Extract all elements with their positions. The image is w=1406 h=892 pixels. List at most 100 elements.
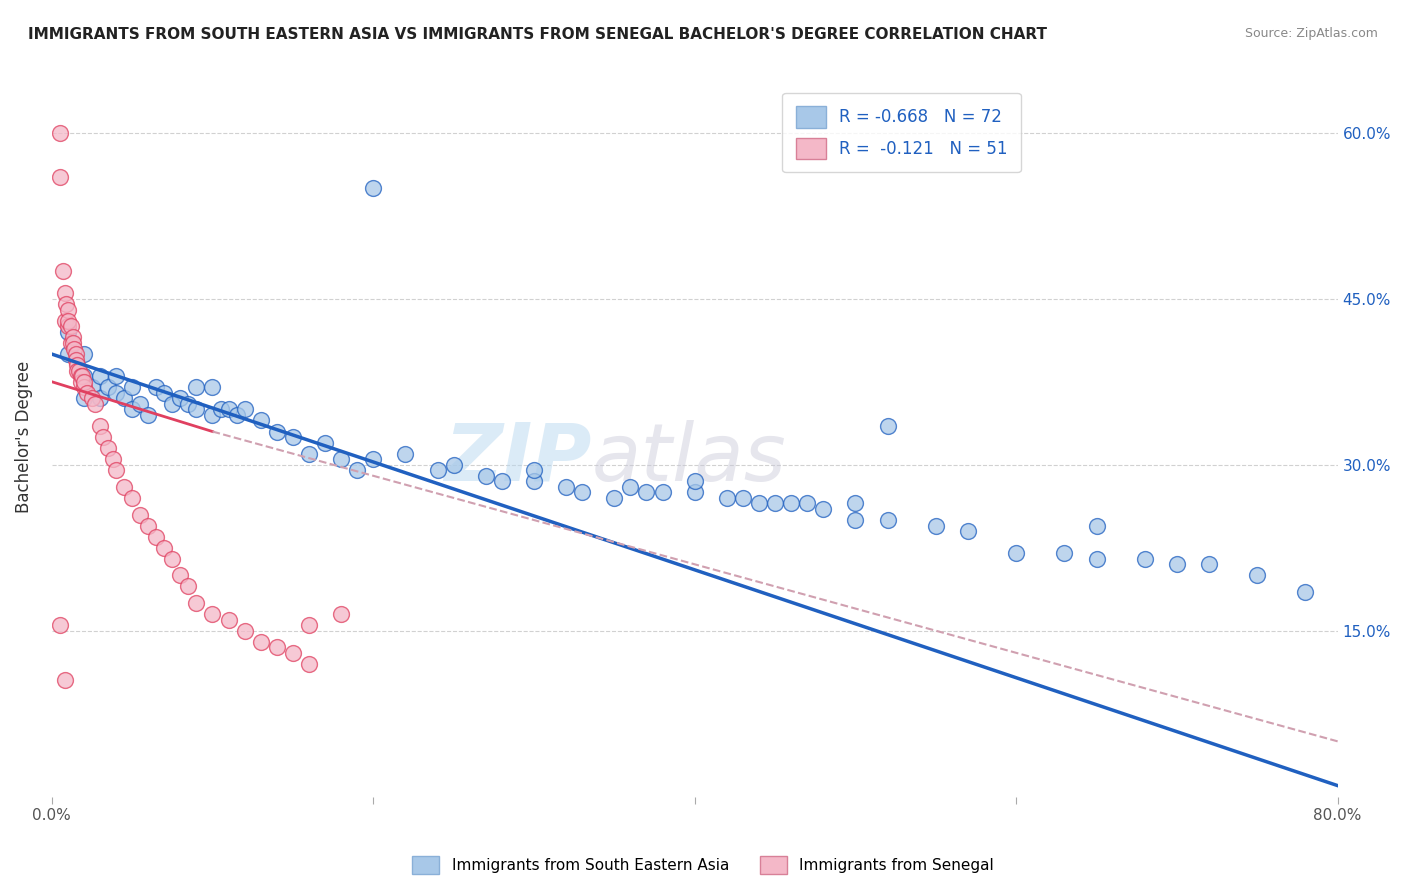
Point [136,518,159,533]
Point [97,380,120,394]
Point [53,286,76,301]
Point [52,264,75,278]
Point [53,673,76,688]
Point [426,463,449,477]
Point [121,380,143,394]
Text: ZIP: ZIP [444,419,592,498]
Point [813,502,835,516]
Point [89,392,111,406]
Point [49,126,72,140]
Point [201,380,224,394]
Point [73,375,96,389]
Point [636,485,658,500]
Point [101,452,124,467]
Point [249,413,271,427]
Point [330,452,353,467]
Point [491,475,513,489]
Point [1085,518,1108,533]
Point [780,496,803,510]
Point [65,347,87,361]
Point [844,496,866,510]
Point [73,380,96,394]
Point [1166,558,1188,572]
Text: IMMIGRANTS FROM SOUTH EASTERN ASIA VS IMMIGRANTS FROM SENEGAL BACHELOR'S DEGREE : IMMIGRANTS FROM SOUTH EASTERN ASIA VS IM… [28,27,1047,42]
Point [169,392,191,406]
Point [121,491,143,505]
Point [80,380,103,394]
Point [763,496,786,510]
Legend: R = -0.668   N = 72, R =  -0.121   N = 51: R = -0.668 N = 72, R = -0.121 N = 51 [782,93,1021,172]
Point [186,402,208,417]
Point [209,402,232,417]
Point [121,402,143,417]
Point [233,402,256,417]
Point [56,325,79,339]
Point [361,181,384,195]
Point [89,369,111,384]
Point [145,530,167,544]
Point [249,634,271,648]
Point [394,447,416,461]
Point [62,336,84,351]
Point [153,541,176,555]
Point [1053,546,1076,560]
Point [346,463,368,477]
Point [298,618,321,632]
Point [56,347,79,361]
Point [97,441,120,455]
Point [55,297,77,311]
Point [1133,551,1156,566]
Point [683,475,706,489]
Point [523,475,546,489]
Point [474,468,496,483]
Point [62,330,84,344]
Point [72,369,94,384]
Point [105,385,128,400]
Point [796,496,818,510]
Legend: Immigrants from South Eastern Asia, Immigrants from Senegal: Immigrants from South Eastern Asia, Immi… [406,850,1000,880]
Point [201,607,224,621]
Point [330,607,353,621]
Point [73,369,96,384]
Point [186,380,208,394]
Point [298,657,321,671]
Point [731,491,754,505]
Point [60,336,83,351]
Point [76,385,98,400]
Point [69,375,91,389]
Point [748,496,770,510]
Point [129,508,152,522]
Point [63,342,86,356]
Point [314,435,336,450]
Point [136,408,159,422]
Point [571,485,593,500]
Point [153,385,176,400]
Point [1295,585,1317,599]
Point [56,302,79,317]
Y-axis label: Bachelor's Degree: Bachelor's Degree [15,361,32,513]
Point [53,314,76,328]
Point [683,485,706,500]
Point [361,452,384,467]
Point [651,485,673,500]
Point [162,397,184,411]
Point [91,430,114,444]
Point [225,408,247,422]
Point [1246,568,1268,582]
Point [844,513,866,527]
Point [233,624,256,638]
Point [60,319,83,334]
Point [281,430,304,444]
Point [201,408,224,422]
Point [56,319,79,334]
Point [523,463,546,477]
Point [67,364,90,378]
Point [716,491,738,505]
Point [112,392,135,406]
Point [69,369,91,384]
Point [145,380,167,394]
Point [162,551,184,566]
Point [186,596,208,610]
Point [112,480,135,494]
Point [129,397,152,411]
